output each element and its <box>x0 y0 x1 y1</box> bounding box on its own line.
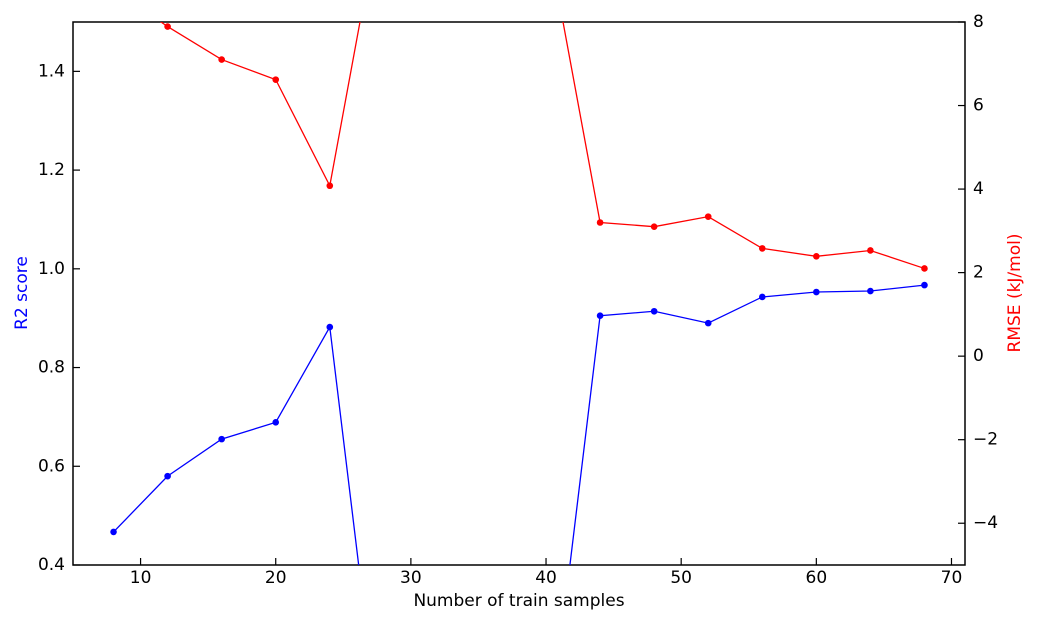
y-tick-label: 0.8 <box>38 358 65 378</box>
data-point <box>218 56 225 63</box>
y2-tick-label: 8 <box>973 12 984 32</box>
data-point <box>326 182 334 190</box>
y-tick-label: 1.4 <box>38 61 65 81</box>
x-tick-label: 50 <box>670 568 692 588</box>
data-point <box>813 288 820 296</box>
x-tick-label: 70 <box>941 568 963 588</box>
data-point <box>650 307 658 315</box>
data-point <box>758 245 766 252</box>
data-point <box>704 319 712 327</box>
y2-tick-label: −4 <box>973 513 998 533</box>
y-tick-label: 1.0 <box>38 259 65 279</box>
plot-frame <box>72 21 966 566</box>
data-point <box>921 281 928 289</box>
y2-tick-label: 0 <box>973 346 984 366</box>
y-tick-label: 0.6 <box>38 456 65 476</box>
series-line <box>113 284 925 565</box>
data-point <box>921 265 928 272</box>
plot-area <box>110 22 928 565</box>
y2-tick-label: −2 <box>973 430 998 450</box>
x-tick-label: 20 <box>265 568 287 588</box>
data-point <box>867 287 874 295</box>
data-point <box>596 219 604 226</box>
y-tick-label: 0.4 <box>38 555 65 575</box>
data-point <box>164 23 171 30</box>
y2-tick-label: 2 <box>973 263 984 283</box>
y2-tick-label: 4 <box>973 179 984 199</box>
data-point <box>272 419 280 426</box>
data-point <box>272 76 280 83</box>
y-tick-label: 1.2 <box>38 160 65 180</box>
data-point <box>596 312 604 320</box>
data-point <box>758 293 766 301</box>
y-axis-label: R2 score <box>12 256 32 330</box>
x-tick-label: 30 <box>400 568 422 588</box>
data-point <box>218 435 225 443</box>
data-point <box>110 528 117 536</box>
data-point <box>326 323 334 331</box>
y2-tick-label: 6 <box>973 96 984 116</box>
data-point <box>867 247 874 254</box>
data-point <box>650 223 658 230</box>
data-point <box>813 253 820 260</box>
x-axis-label: Number of train samples <box>413 591 624 611</box>
x-tick-label: 60 <box>806 568 828 588</box>
x-tick-label: 10 <box>130 568 152 588</box>
y2-axis-label: RMSE (kJ/mol) <box>1005 234 1025 353</box>
data-point <box>164 472 171 480</box>
series-line <box>159 22 925 270</box>
data-point <box>704 213 712 220</box>
x-tick-label: 40 <box>535 568 557 588</box>
